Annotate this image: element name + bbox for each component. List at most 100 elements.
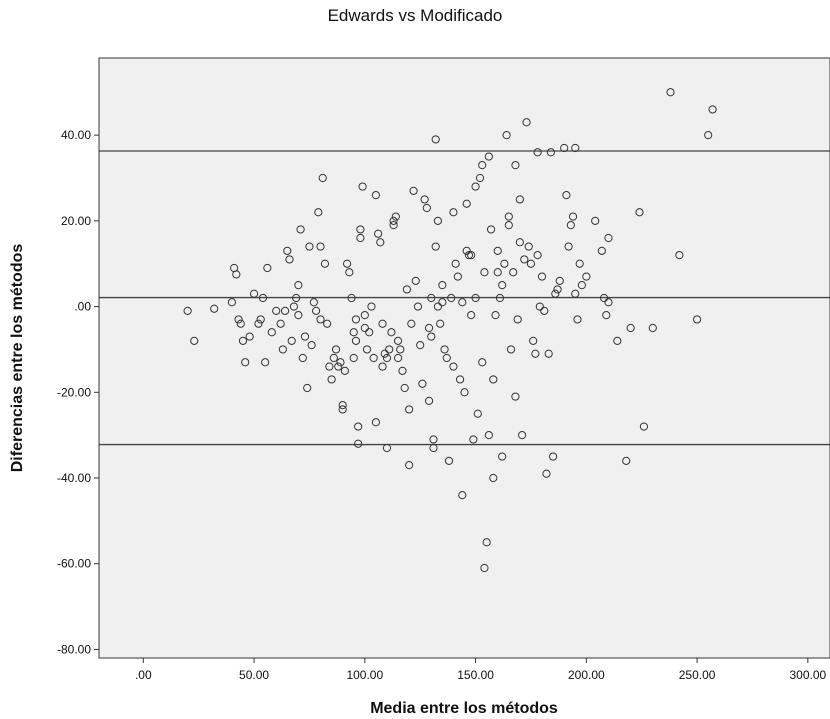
data-point (467, 311, 476, 320)
data-point (429, 435, 438, 444)
data-point (183, 306, 192, 315)
data-point (475, 173, 485, 183)
chart-title: Edwards vs Modificado (327, 6, 503, 25)
data-point (411, 276, 420, 285)
data-point (455, 375, 465, 384)
data-point (280, 306, 290, 315)
data-point (418, 379, 427, 388)
data-point (356, 225, 365, 234)
data-point (413, 302, 423, 311)
data-point (458, 491, 467, 500)
data-point (374, 229, 383, 238)
data-point (480, 563, 489, 573)
data-point (424, 323, 434, 333)
data-point (526, 259, 536, 268)
data-point (378, 319, 387, 328)
data-point (407, 319, 416, 328)
data-point (349, 353, 358, 363)
data-point (316, 242, 325, 251)
data-points (183, 88, 717, 573)
data-point (347, 293, 356, 303)
data-point (622, 456, 631, 465)
data-point (190, 336, 199, 345)
data-point (482, 538, 491, 547)
data-point (314, 208, 323, 217)
data-point (602, 311, 611, 320)
data-point (398, 366, 407, 375)
data-point (551, 289, 560, 298)
data-point (382, 353, 392, 363)
data-point (453, 272, 462, 281)
data-point (360, 323, 369, 333)
data-point (267, 328, 276, 337)
data-point (409, 186, 418, 195)
data-point (511, 161, 520, 170)
data-point (498, 452, 507, 461)
data-point (460, 388, 469, 397)
data-point (254, 319, 263, 328)
data-point (537, 272, 547, 281)
data-point (522, 118, 531, 127)
data-point (424, 396, 434, 405)
data-point (433, 216, 443, 225)
data-point (604, 233, 613, 243)
data-point (285, 255, 294, 264)
data-point (471, 293, 480, 303)
data-point (473, 409, 482, 418)
data-point (272, 306, 281, 315)
data-point (489, 375, 498, 384)
data-point (367, 302, 376, 311)
data-point (469, 435, 478, 444)
data-point (442, 353, 451, 363)
data-point (429, 443, 438, 453)
data-point (378, 362, 387, 371)
data-point (342, 259, 352, 268)
data-point (484, 152, 493, 161)
data-point (305, 242, 314, 251)
data-point (236, 319, 245, 328)
data-point (498, 281, 507, 290)
data-point (289, 302, 299, 311)
data-point (493, 268, 502, 277)
data-point (491, 311, 500, 320)
data-point (544, 349, 553, 358)
data-point (360, 311, 369, 320)
data-point (354, 439, 363, 448)
data-point (351, 336, 361, 345)
data-point (309, 298, 318, 307)
data-point (635, 208, 644, 217)
data-point (325, 362, 334, 371)
data-point (396, 345, 405, 354)
data-point (362, 345, 372, 354)
data-point (484, 431, 493, 440)
data-point (449, 208, 458, 217)
data-point (604, 298, 613, 307)
data-point (300, 332, 310, 341)
y-tick-label: -80.00 (57, 642, 91, 656)
data-point (447, 293, 456, 303)
x-tick-label: 250.00 (679, 668, 716, 682)
data-point (371, 191, 380, 200)
data-point (371, 418, 380, 427)
y-tick-label: .00 (74, 300, 91, 314)
data-point (356, 233, 365, 243)
data-point (263, 263, 272, 273)
y-axis-title: Diferencias entre los métodos (9, 244, 26, 473)
data-point (389, 216, 398, 225)
data-point (234, 315, 243, 324)
data-point (553, 285, 562, 294)
data-point (227, 298, 237, 307)
data-point (369, 353, 378, 363)
y-axis: 40.00 20.00 .00 -20.00 -40.00 -60.00 -80.00 (57, 128, 99, 656)
x-tick-label: 200.00 (568, 668, 605, 682)
data-point (431, 135, 440, 144)
data-point (568, 212, 578, 221)
data-point (256, 315, 265, 324)
x-tick-label: 300.00 (789, 668, 826, 682)
data-point (334, 362, 343, 371)
data-point (416, 341, 425, 350)
data-point (427, 293, 436, 303)
data-point (427, 332, 436, 341)
data-point (351, 315, 361, 324)
